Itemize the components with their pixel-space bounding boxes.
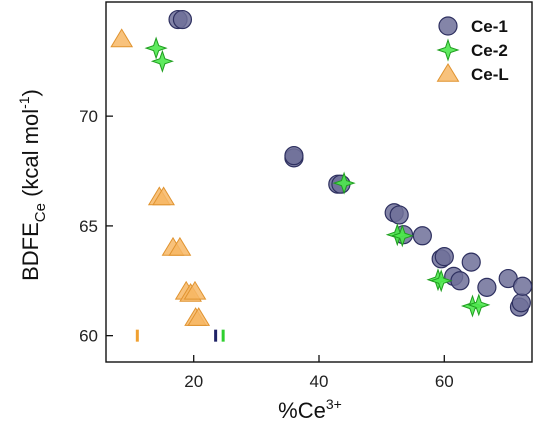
data-point-ce-2	[150, 49, 174, 73]
y-tick-label: 70	[79, 107, 98, 126]
data-point-ce-1	[172, 9, 193, 30]
x-axis-title-percent: %Ce	[278, 398, 326, 423]
x-tick-label: 40	[310, 372, 329, 391]
legend-marker-ce-l	[436, 63, 460, 82]
data-point-ce-1	[434, 247, 454, 267]
y-axis-title-units: (kcal mol	[18, 109, 43, 203]
data-point-ce-1	[412, 226, 432, 246]
y-axis-title-sub: Ce	[32, 203, 49, 222]
data-point-ce-1	[513, 276, 533, 296]
reference-mark	[221, 329, 225, 342]
y-axis-title-units-sup: -1	[16, 96, 32, 109]
data-point-ce-2	[390, 224, 414, 248]
reference-mark	[135, 329, 139, 342]
y-axis-title: BDFECe (kcal mol-1)	[16, 89, 49, 281]
data-points	[110, 9, 533, 326]
legend-label-ce-2: Ce-2	[471, 41, 508, 60]
x-axis-title: %Ce3+	[278, 396, 342, 423]
data-point-ce-1	[389, 205, 409, 225]
y-axis-title-units-close: )	[18, 89, 43, 96]
data-point-ce-2	[332, 171, 356, 195]
x-axis-ticks: 20 40 60	[184, 355, 454, 391]
data-point-ce-2	[144, 36, 168, 60]
y-tick-label: 60	[79, 327, 98, 346]
data-point-ce-l	[183, 280, 207, 300]
data-point-ce-2	[467, 293, 491, 317]
data-point-ce-1	[450, 271, 470, 291]
legend-marker-ce-1	[438, 16, 458, 36]
data-point-ce-1	[511, 293, 531, 313]
data-point-ce-2	[429, 269, 453, 293]
reference-mark	[214, 329, 218, 342]
legend-label-ce-l: Ce-L	[471, 65, 509, 84]
reference-marks	[135, 329, 225, 342]
data-point-ce-l	[187, 307, 211, 326]
x-tick-label: 60	[435, 372, 454, 391]
legend-marker-ce-2	[436, 38, 460, 62]
x-axis-title-sup: 3+	[326, 396, 342, 412]
data-point-ce-l	[110, 28, 134, 48]
y-axis-title-main: BDFE	[18, 222, 43, 281]
legend: Ce-1 Ce-2 Ce-L	[436, 16, 509, 84]
y-tick-label: 65	[79, 217, 98, 236]
x-tick-label: 20	[184, 372, 203, 391]
data-point-ce-1	[477, 277, 497, 297]
data-point-ce-l	[168, 236, 192, 256]
data-point-ce-l	[152, 186, 175, 206]
y-axis-ticks: 60 65 70	[79, 107, 113, 346]
legend-label-ce-1: Ce-1	[471, 17, 508, 36]
data-point-ce-1	[461, 252, 481, 272]
data-point-ce-1	[284, 146, 304, 166]
